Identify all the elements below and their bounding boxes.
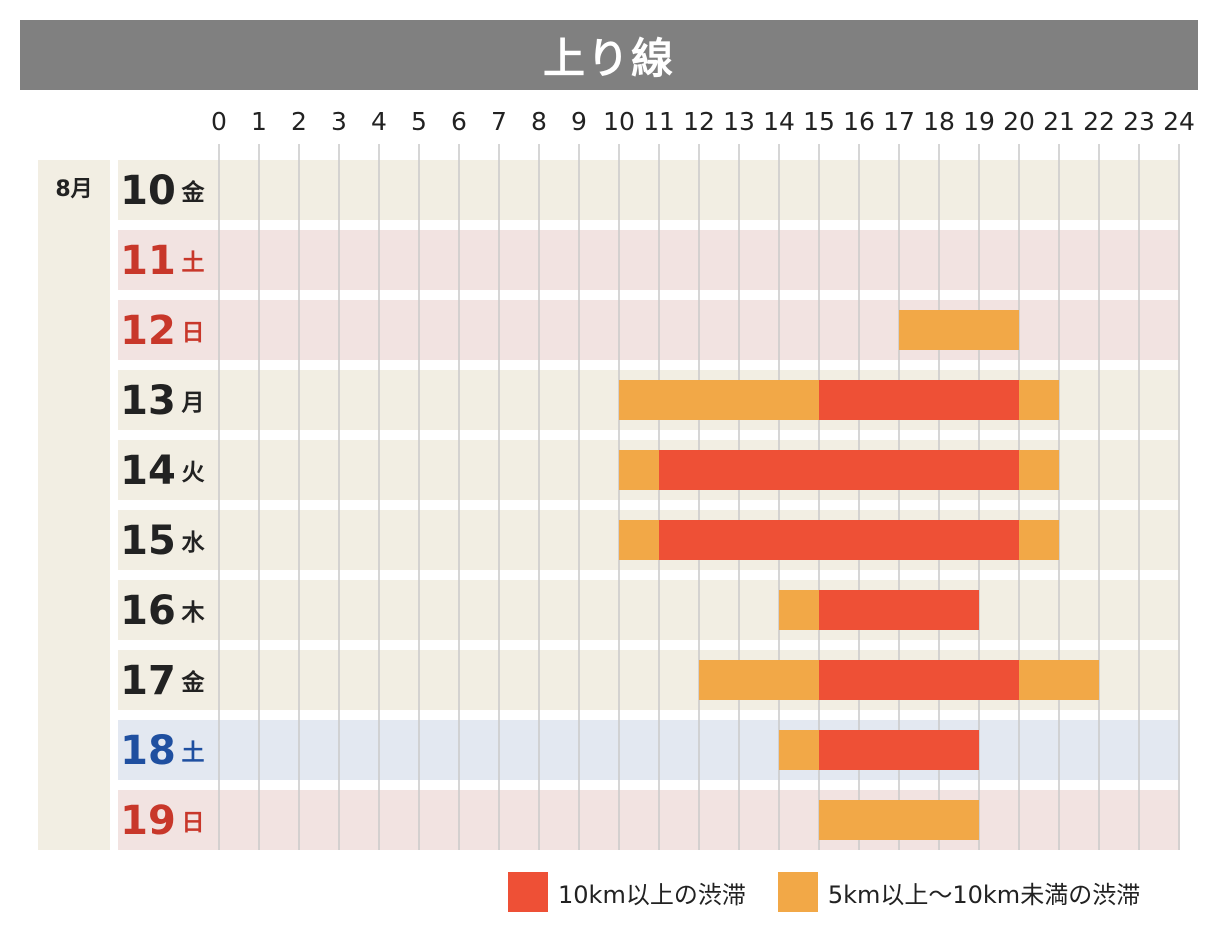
congestion-chart: 8月0 1 2 3 4 5 6 7 8 9 10 11 12 13 14 15 16 17 18 19 20 21 22 23… — [38, 107, 1195, 850]
row-bg-18 — [118, 720, 1180, 780]
day-weekday-13: 月 — [181, 390, 205, 416]
hour-tick-label-15: 15 — [803, 107, 835, 136]
hour-tick-label-3: 3 — [331, 107, 347, 136]
day-weekday-16: 木 — [181, 600, 205, 626]
day-weekday-14: 火 — [182, 460, 205, 486]
hour-tick-label-9: 9 — [571, 107, 587, 136]
day-number-11: 11 — [120, 238, 176, 284]
hour-tick-label-22: 22 — [1083, 107, 1115, 136]
congestion-bar-16-0 — [779, 590, 819, 630]
congestion-bar-13-0 — [619, 380, 819, 420]
hour-tick-label-13: 13 — [723, 107, 755, 136]
hour-tick-label-1: 1 — [251, 107, 267, 136]
day-weekday-15: 水 — [182, 530, 206, 556]
month-label: 8月 — [55, 177, 92, 202]
congestion-bar-16-1 — [819, 590, 979, 630]
month-column — [38, 160, 110, 850]
title-bar: 上り線 — [20, 20, 1198, 90]
day-number-17: 17 — [120, 658, 176, 704]
hour-tick-label-12: 12 — [683, 107, 715, 136]
congestion-bar-14-0 — [619, 450, 659, 490]
congestion-bar-15-2 — [1019, 520, 1059, 560]
day-number-18: 18 — [120, 728, 176, 774]
congestion-bar-13-1 — [819, 380, 1019, 420]
day-weekday-18: 土 — [182, 740, 205, 766]
day-weekday-11: 土 — [182, 250, 205, 276]
hour-tick-label-21: 21 — [1043, 107, 1075, 136]
legend-swatch-moderate — [777, 872, 818, 912]
row-bg-10 — [118, 160, 1180, 220]
hour-tick-label-17: 17 — [883, 107, 915, 136]
day-number-13: 13 — [120, 378, 176, 424]
congestion-bar-17-2 — [1019, 660, 1099, 700]
row-bg-19 — [118, 790, 1180, 850]
hour-tick-label-6: 6 — [451, 107, 467, 136]
congestion-bar-15-0 — [619, 520, 659, 560]
congestion-bar-18-0 — [779, 730, 819, 770]
congestion-bar-19-0 — [819, 800, 979, 840]
row-bg-12 — [118, 300, 1180, 360]
chart-title: 上り線 — [542, 33, 675, 83]
row-bg-16 — [118, 580, 1180, 640]
legend-label-moderate: 5km以上～10km未満の渋滞 — [827, 880, 1141, 909]
day-number-19: 19 — [120, 798, 176, 844]
hour-tick-label-7: 7 — [491, 107, 507, 136]
congestion-bar-17-1 — [819, 660, 1019, 700]
hour-tick-label-5: 5 — [411, 107, 427, 136]
legend-label-heavy: 10km以上の渋滞 — [558, 880, 746, 909]
congestion-bar-18-1 — [819, 730, 979, 770]
hour-tick-label-23: 23 — [1123, 107, 1155, 136]
day-weekday-19: 日 — [182, 810, 205, 836]
day-number-12: 12 — [120, 308, 176, 354]
congestion-bar-17-0 — [699, 660, 819, 700]
hour-tick-label-19: 19 — [963, 107, 995, 136]
congestion-bar-13-2 — [1019, 380, 1059, 420]
hour-tick-label-24: 24 — [1163, 107, 1195, 136]
day-number-10: 10 — [120, 168, 176, 214]
day-weekday-12: 日 — [182, 320, 205, 346]
legend-item-heavy: 10km以上の渋滞 — [508, 872, 746, 912]
legend-swatch-heavy — [508, 872, 548, 912]
congestion-bar-14-2 — [1019, 450, 1059, 490]
legend-item-moderate: 5km以上～10km未満の渋滞 — [777, 872, 1141, 912]
hour-tick-label-2: 2 — [291, 107, 307, 136]
hour-tick-label-11: 11 — [643, 107, 675, 136]
day-weekday-10: 金 — [181, 179, 206, 206]
congestion-bar-14-1 — [659, 450, 1019, 490]
hour-tick-label-4: 4 — [371, 107, 387, 136]
congestion-bar-12-0 — [899, 310, 1019, 350]
hour-tick-label-20: 20 — [1003, 107, 1035, 136]
hour-tick-label-8: 8 — [531, 107, 547, 136]
day-number-15: 15 — [120, 518, 176, 564]
day-number-16: 16 — [120, 588, 176, 634]
hour-tick-label-14: 14 — [763, 107, 795, 136]
hour-tick-label-10: 10 — [603, 107, 635, 136]
congestion-bar-15-1 — [659, 520, 1019, 560]
hour-tick-label-16: 16 — [843, 107, 875, 136]
row-bg-11 — [118, 230, 1180, 290]
day-number-14: 14 — [120, 448, 176, 494]
hour-tick-label-0: 0 — [211, 107, 227, 136]
hour-tick-label-18: 18 — [923, 107, 955, 136]
legend: 10km以上の渋滞 5km以上～10km未満の渋滞 — [508, 872, 1140, 912]
day-weekday-17: 金 — [181, 669, 206, 696]
